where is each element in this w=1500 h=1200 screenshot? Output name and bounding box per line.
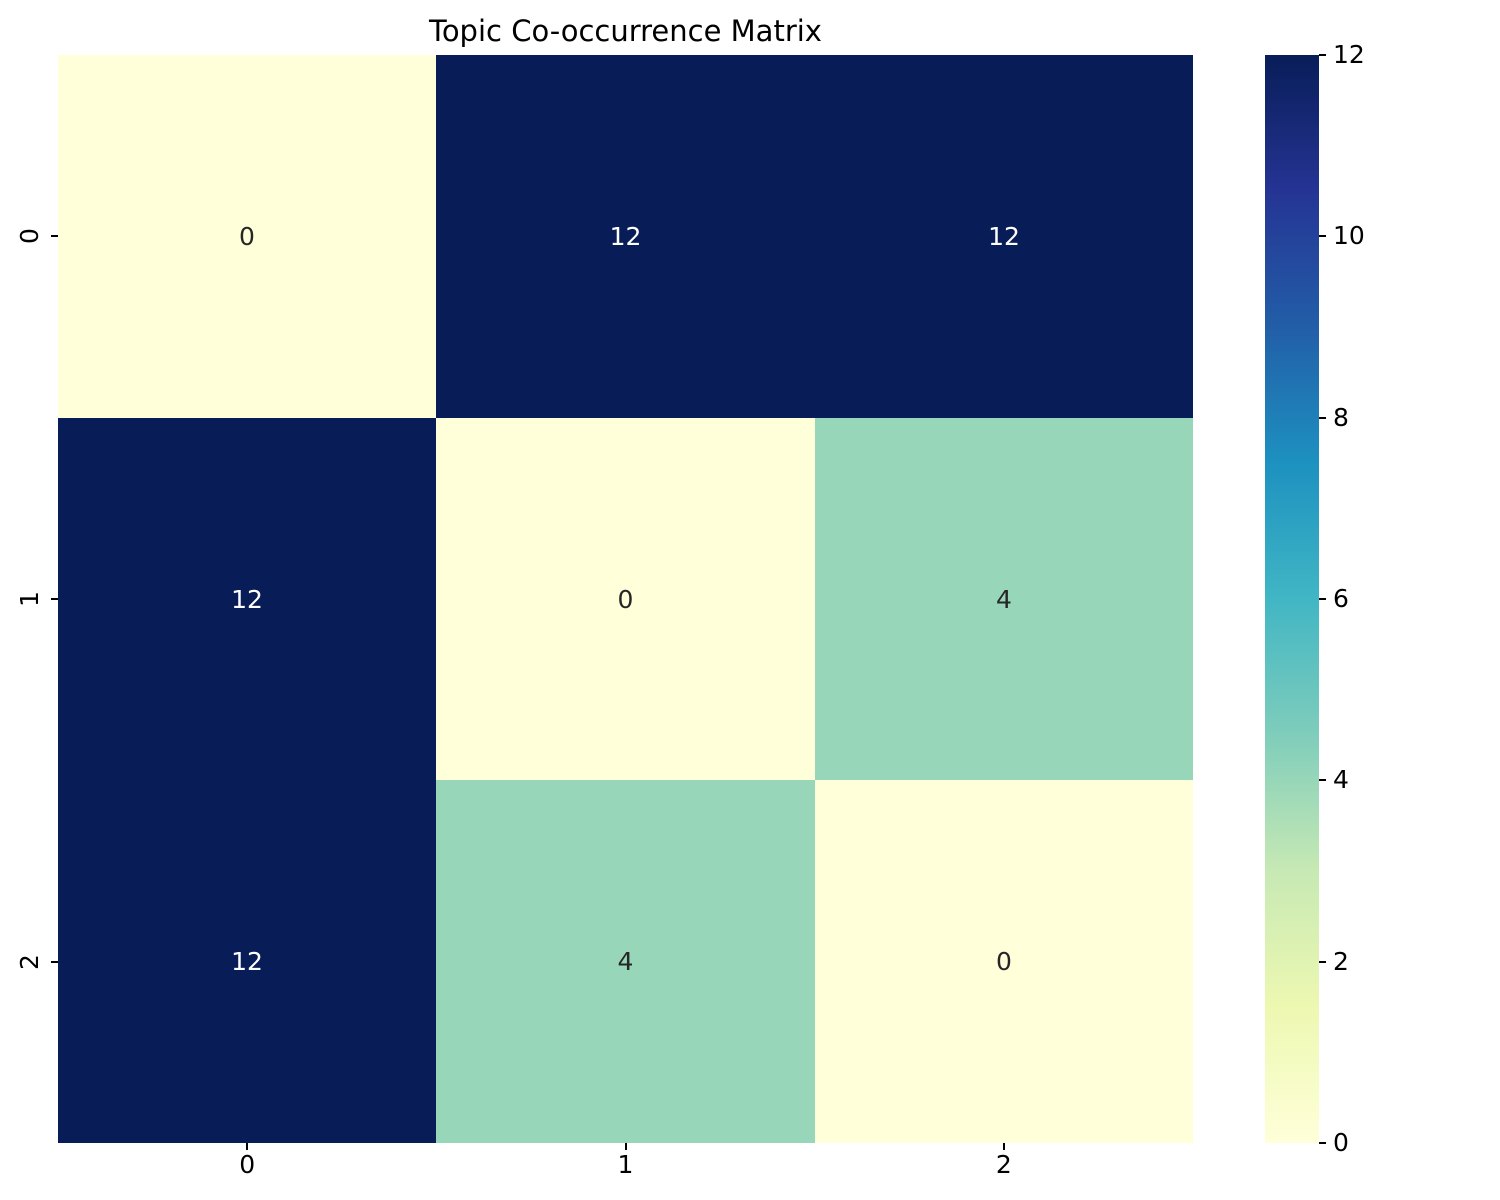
y-tick-label: 2 — [15, 953, 44, 970]
chart-title: Topic Co-occurrence Matrix — [429, 14, 822, 48]
colorbar-tick-label: 10 — [1333, 221, 1365, 251]
x-tick-label: 2 — [995, 1150, 1012, 1179]
colorbar-tick-label: 4 — [1333, 765, 1349, 795]
colorbar-tick — [1319, 960, 1326, 963]
heatmap-cell-r0c0: 0 — [58, 55, 436, 418]
colorbar-tick-label: 2 — [1333, 946, 1349, 976]
y-axis-tick — [51, 960, 58, 963]
colorbar-tick — [1319, 1142, 1326, 1144]
heatmap-cell-r2c0: 12 — [58, 780, 436, 1143]
colorbar — [1265, 55, 1319, 1143]
y-axis-tick — [51, 235, 58, 238]
colorbar-tick — [1319, 598, 1326, 600]
heatmap-cell-r1c2: 4 — [815, 418, 1193, 780]
colorbar-tick — [1319, 779, 1326, 782]
heatmap-cell-r1c1: 0 — [436, 418, 815, 780]
y-tick-label: 1 — [15, 591, 44, 607]
heatmap-cell-r1c0: 12 — [58, 418, 436, 780]
x-tick-label: 0 — [239, 1150, 256, 1179]
heatmap-plot-area: 0 12 12 12 0 4 12 4 0 — [58, 55, 1193, 1143]
y-axis-tick — [51, 598, 58, 600]
heatmap-cell-r2c1: 4 — [436, 780, 815, 1143]
colorbar-tick-label: 0 — [1333, 1128, 1349, 1157]
colorbar-tick — [1319, 416, 1326, 419]
heatmap-cell-r0c1: 12 — [436, 55, 815, 418]
x-axis-tick — [624, 1143, 627, 1150]
colorbar-tick — [1319, 54, 1326, 56]
colorbar-tick-label: 8 — [1333, 402, 1349, 432]
colorbar-tick-label: 6 — [1333, 584, 1349, 613]
heatmap-cell-r2c2: 0 — [815, 780, 1193, 1143]
y-tick-label: 0 — [15, 228, 44, 245]
colorbar-tick — [1319, 235, 1326, 238]
x-axis-tick — [1002, 1143, 1005, 1150]
x-tick-label: 1 — [617, 1150, 634, 1179]
x-axis-tick — [246, 1143, 249, 1150]
colorbar-tick-label: 12 — [1333, 40, 1365, 69]
heatmap-cell-r0c2: 12 — [815, 55, 1193, 418]
